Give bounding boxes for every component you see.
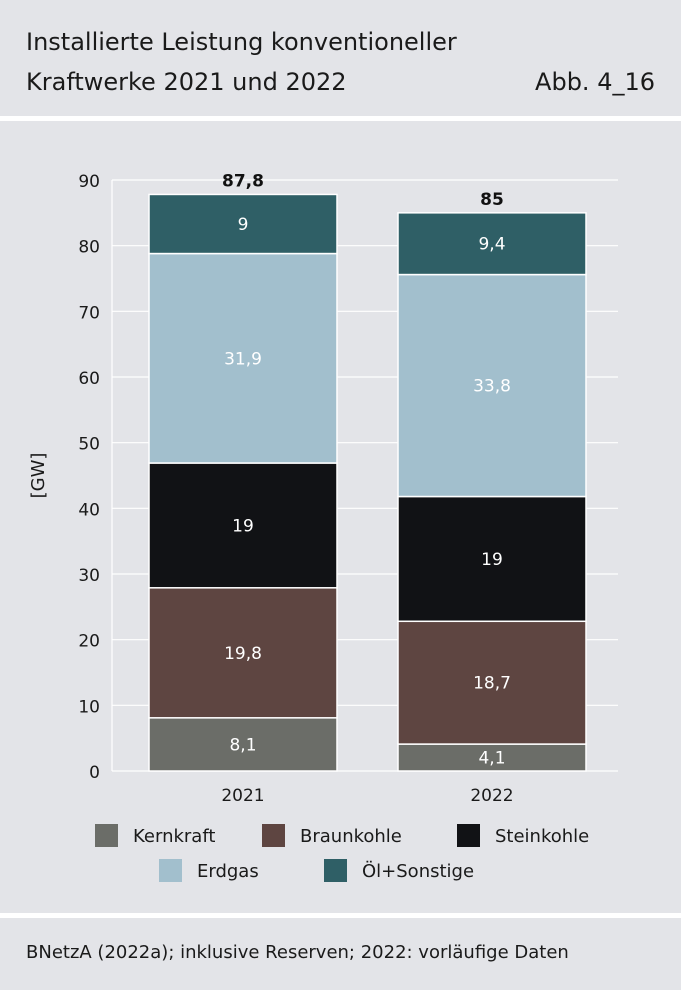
separator-bottom (0, 913, 681, 918)
bar-value-label: 18,7 (473, 674, 511, 694)
source-note: BNetzA (2022a); inklusive Reserven; 2022… (26, 942, 569, 963)
bar-value-label: 19 (232, 516, 254, 536)
legend-swatch (262, 824, 285, 847)
bar-segment (397, 495, 587, 623)
bar-value-label: 33,8 (473, 377, 511, 397)
legend-swatch (159, 859, 182, 882)
bar-value-label: 31,9 (224, 349, 262, 369)
bar-value-label: 4,1 (478, 749, 505, 769)
y-tick-label: 0 (89, 763, 100, 783)
bar-segment (148, 462, 338, 589)
bar-segment (148, 587, 338, 719)
legend-label: Öl+Sonstige (362, 860, 474, 882)
y-tick-label: 50 (78, 435, 100, 455)
figure-number: Abb. 4_16 (535, 68, 655, 96)
bar-segment (148, 193, 338, 255)
y-tick-label: 20 (78, 632, 100, 652)
title-line-1: Installierte Leistung konventioneller (26, 28, 457, 56)
bar-value-label: 19 (481, 550, 503, 570)
x-tick-label: 2021 (221, 786, 264, 806)
y-tick-label: 70 (78, 303, 100, 323)
title-line-2: Kraftwerke 2021 und 2022 (26, 68, 347, 96)
bar-segment (148, 717, 338, 772)
legend-swatch (95, 824, 118, 847)
legend-swatch (324, 859, 347, 882)
y-tick-label: 30 (78, 566, 100, 586)
legend-label: Erdgas (197, 861, 259, 882)
stacked-bar-chart: 0 10 20 30 40 50 60 70 80 90 [GW] 8,1 19,8 19 31,9 9 87,… (28, 171, 618, 882)
bar-total-label: 85 (480, 190, 504, 210)
legend-swatch (457, 824, 480, 847)
x-tick-label: 2022 (470, 786, 513, 806)
separator-top (0, 116, 681, 121)
legend-label: Braunkohle (300, 826, 402, 847)
y-tick-label: 60 (78, 369, 100, 389)
bar-value-label: 9,4 (478, 235, 505, 255)
bar-segment (397, 620, 587, 745)
y-axis-label: [GW] (28, 453, 49, 499)
bar-value-label: 19,8 (224, 644, 262, 664)
legend-label: Steinkohle (495, 826, 589, 847)
y-tick-label: 10 (78, 697, 100, 717)
chart-title: Installierte Leistung konventioneller Kr… (26, 22, 546, 102)
bar-segment (397, 212, 587, 276)
y-tick-label: 40 (78, 500, 100, 520)
legend-label: Kernkraft (133, 826, 215, 847)
bar-segment (397, 273, 587, 498)
bar-total-label: 87,8 (222, 171, 264, 191)
header: Installierte Leistung konventioneller Kr… (0, 0, 681, 116)
y-tick-label: 80 (78, 238, 100, 258)
bar-value-label: 8,1 (229, 735, 256, 755)
bar-value-label: 9 (238, 215, 249, 235)
bar-segment (148, 252, 338, 464)
y-tick-label: 90 (78, 172, 100, 192)
chart-area: 0 10 20 30 40 50 60 70 80 90 [GW] 8,1 19,8 19 31,9 9 87,… (0, 122, 681, 912)
